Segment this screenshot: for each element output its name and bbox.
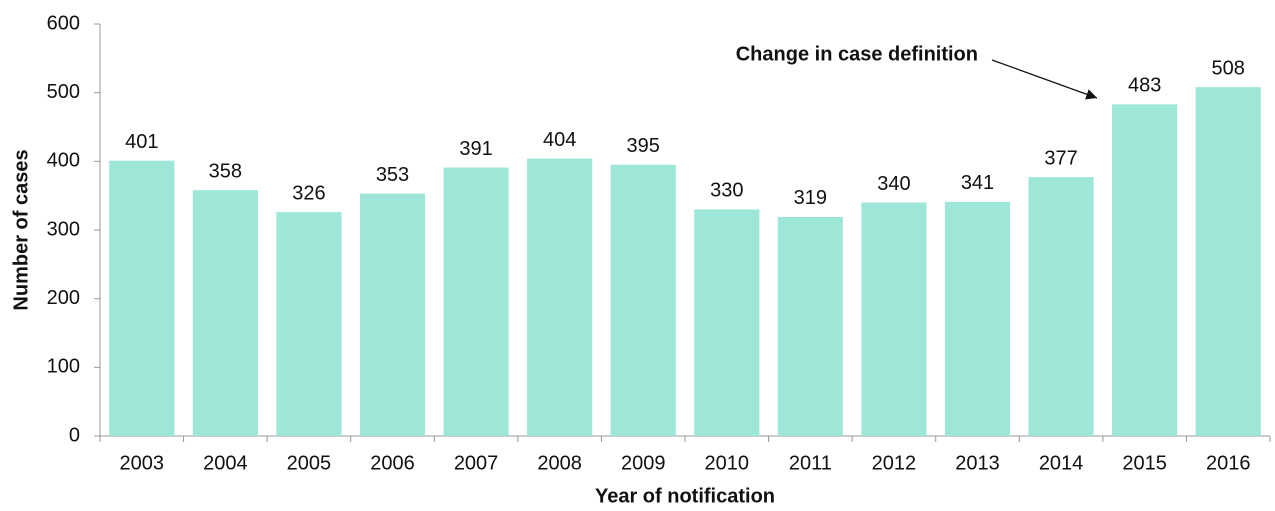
x-tick-label: 2015	[1122, 452, 1167, 474]
value-label: 330	[710, 180, 743, 202]
y-tick-label: 400	[47, 150, 80, 172]
value-label: 395	[627, 135, 660, 157]
bar	[694, 209, 760, 436]
x-tick-label: 2005	[287, 452, 332, 474]
bar	[359, 193, 426, 436]
y-tick-label: 100	[47, 356, 80, 378]
x-tick-label: 2003	[120, 452, 165, 474]
x-tick-label: 2006	[370, 452, 415, 474]
y-tick-label: 200	[47, 287, 80, 309]
bar	[861, 202, 927, 436]
x-axis-title: Year of notification	[595, 485, 775, 507]
value-label: 358	[209, 160, 242, 182]
value-label: 319	[794, 187, 827, 209]
value-label: 326	[292, 182, 325, 204]
x-tick-label: 2009	[621, 452, 666, 474]
x-tick-label: 2008	[537, 452, 582, 474]
x-tick-label: 2007	[454, 452, 499, 474]
bar	[276, 212, 342, 436]
value-label: 340	[877, 173, 910, 195]
bar	[527, 158, 593, 436]
y-tick-label: 600	[47, 12, 80, 34]
value-label: 508	[1212, 57, 1245, 79]
bar	[1112, 104, 1178, 436]
value-label: 353	[376, 164, 409, 186]
bar	[1028, 177, 1094, 437]
y-tick-label: 0	[69, 424, 80, 446]
x-tick-label: 2016	[1206, 452, 1251, 474]
value-label: 341	[961, 172, 994, 194]
annotation: Change in case definition	[736, 43, 978, 65]
y-axis-title: Number of cases	[10, 149, 32, 310]
y-tick-label: 300	[47, 218, 80, 240]
bar	[610, 164, 676, 436]
x-tick-label: 2010	[705, 452, 750, 474]
x-tick-label: 2004	[203, 452, 248, 474]
x-tick-label: 2013	[955, 452, 1000, 474]
bar	[1195, 87, 1261, 436]
bar	[777, 216, 843, 436]
value-label: 401	[125, 131, 158, 153]
bar	[109, 160, 175, 436]
annotation-arrow	[991, 59, 1098, 100]
value-label: 404	[543, 129, 576, 151]
value-label: 377	[1044, 147, 1077, 169]
value-label: 483	[1128, 75, 1161, 97]
x-tick-label: 2012	[872, 452, 917, 474]
bar	[443, 167, 509, 436]
x-tick-label: 2014	[1039, 452, 1084, 474]
value-label: 391	[459, 138, 492, 160]
bar	[192, 190, 258, 436]
bar	[944, 201, 1011, 436]
x-tick-label: 2011	[789, 452, 832, 474]
y-tick-label: 500	[47, 81, 80, 103]
